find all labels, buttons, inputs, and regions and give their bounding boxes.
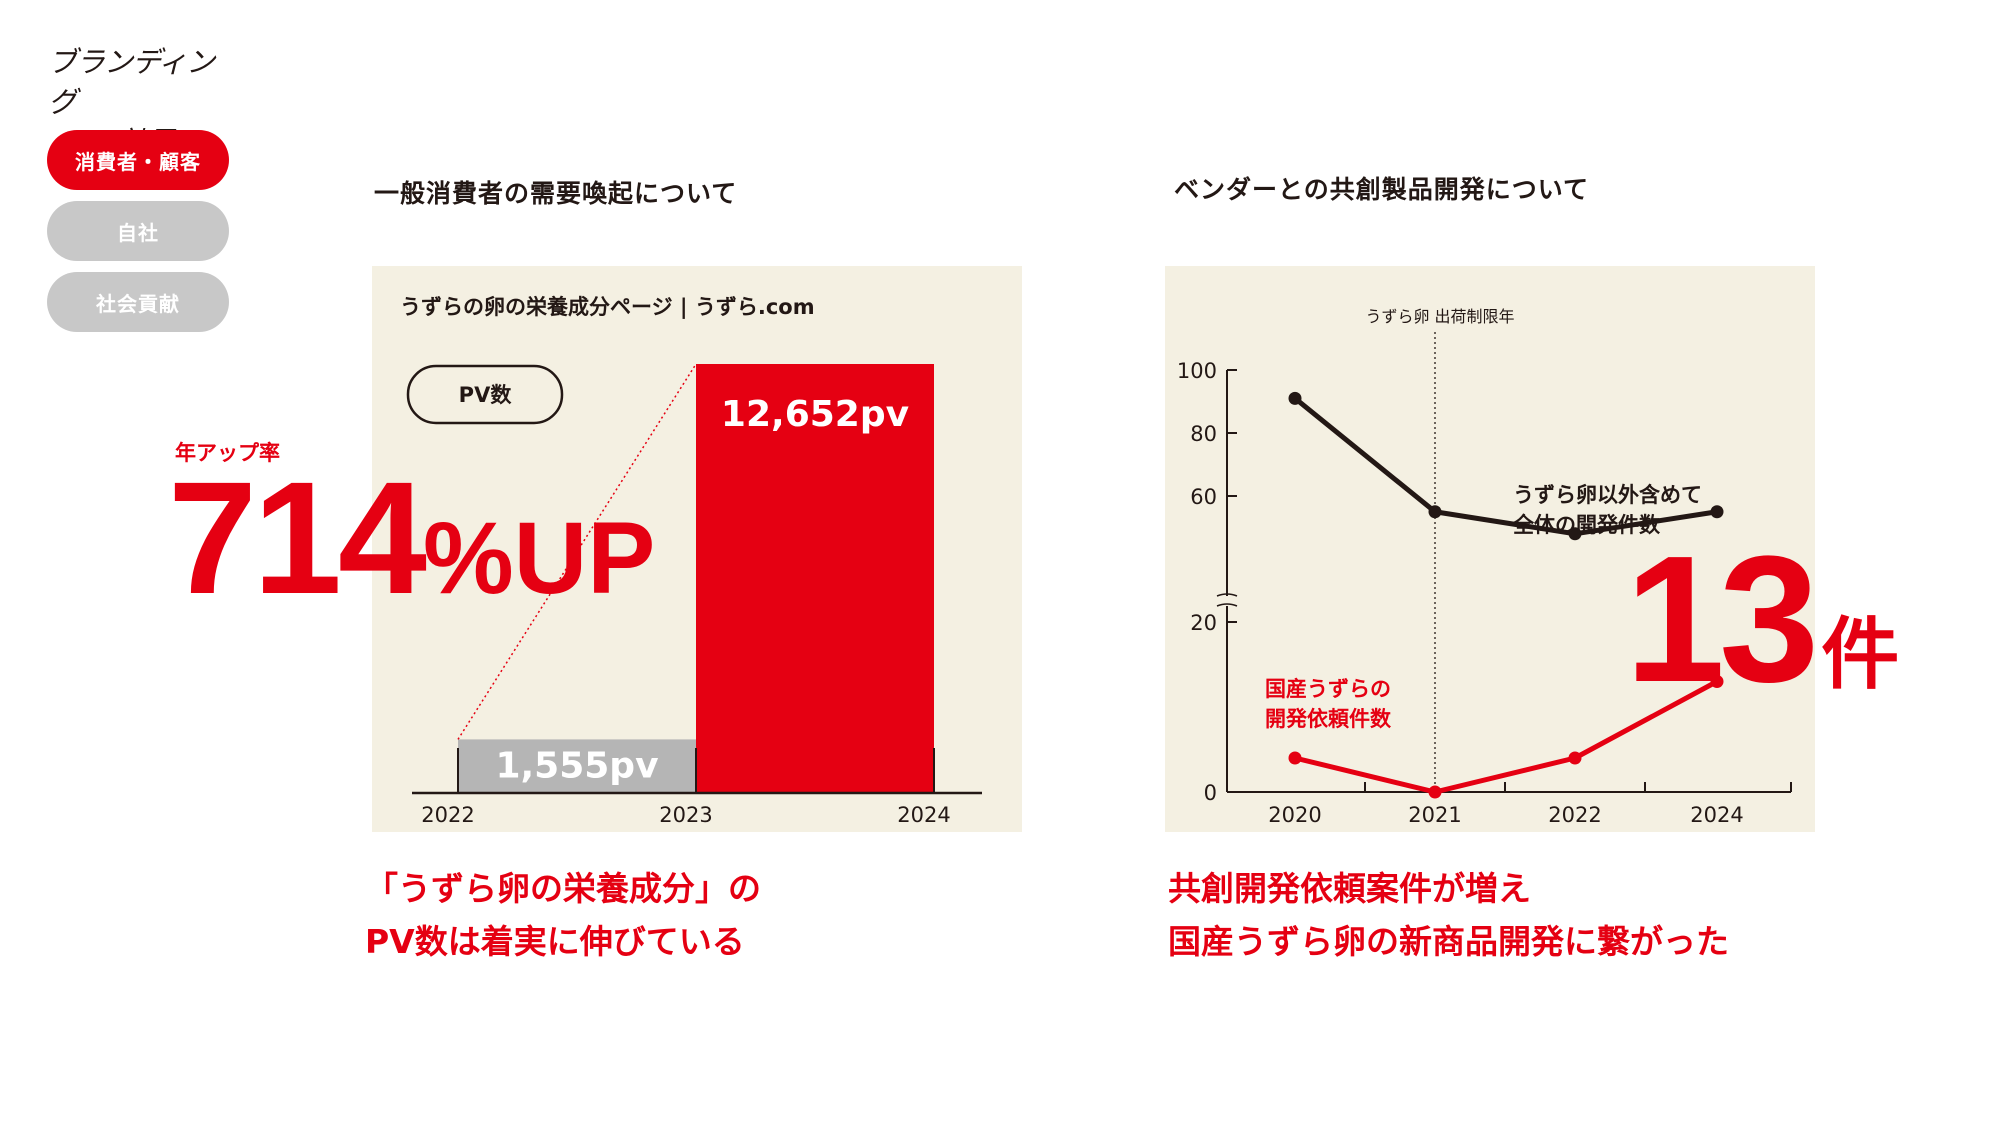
left-caption: 「うずら卵の栄養成分」の PV数は着実に伸びている bbox=[365, 862, 761, 968]
line-chart-panel: 100 80 60 20 0 2020 2021 2022 2024 うずら卵 出荷制限年うずら卵… bbox=[1165, 266, 1815, 832]
axis-break-mark bbox=[1216, 593, 1238, 607]
line-chart: 100 80 60 20 0 2020 2021 2022 2024 うずら卵 出荷制限年うずら卵… bbox=[1177, 307, 1792, 827]
line-x-tick-label: 2024 bbox=[1690, 803, 1743, 827]
count-value: 13 bbox=[1625, 519, 1819, 720]
series-label-1-line-2: 全体の開発件数 bbox=[1512, 513, 1661, 537]
right-section-title: ベンダーとの共創製品開発について bbox=[1174, 175, 1590, 204]
pv-badge-label: PV数 bbox=[459, 383, 513, 407]
series-point-2 bbox=[1568, 751, 1582, 765]
series-line-1 bbox=[1293, 396, 1718, 537]
series-point-1 bbox=[1428, 505, 1442, 519]
bar-chart-panel: うずらの卵の栄養成分ページ | うずら.com PV数 1,555pv 12,65… bbox=[372, 266, 1022, 832]
logo-line-1: ブランディング bbox=[48, 45, 215, 119]
rate-highlight: 714%UP bbox=[168, 458, 655, 638]
series-point-1 bbox=[1288, 391, 1302, 405]
series-label-2-line-2: 開発依頼件数 bbox=[1265, 707, 1392, 731]
count-suffix: 件 bbox=[1821, 610, 1900, 698]
side-nav: 消費者・顧客 自社 社会貢献 bbox=[47, 130, 229, 343]
bar-value-label: 12,652pv bbox=[721, 394, 909, 435]
left-section-title: 一般消費者の需要喚起について bbox=[374, 179, 738, 208]
series-line-2 bbox=[1294, 679, 1719, 795]
line-y-tick-label: 20 bbox=[1190, 611, 1217, 635]
right-caption-line-2: 国産うずら卵の新商品開発に繋がった bbox=[1168, 922, 1729, 961]
bar-x-tick-label: 2023 bbox=[659, 803, 712, 827]
series-point-2 bbox=[1428, 785, 1442, 799]
series-point-1 bbox=[1710, 505, 1724, 519]
left-caption-line-2: PV数は着実に伸びている bbox=[365, 922, 745, 961]
nav-item-company[interactable]: 自社 bbox=[47, 201, 229, 261]
right-caption-line-1: 共創開発依頼案件が増え bbox=[1168, 869, 1531, 908]
line-x-tick-label: 2020 bbox=[1268, 803, 1321, 827]
bar-chart: うずらの卵の栄養成分ページ | うずら.com PV数 1,555pv 12,65… bbox=[400, 295, 982, 827]
nav-item-consumers[interactable]: 消費者・顧客 bbox=[47, 130, 229, 190]
line-y-tick-label: 100 bbox=[1177, 359, 1217, 383]
rate-suffix: %UP bbox=[422, 501, 656, 615]
bar-2022 bbox=[458, 739, 696, 792]
series-point-2 bbox=[1710, 675, 1724, 688]
restriction-year-label: うずら卵 出荷制限年 bbox=[1365, 307, 1514, 326]
count-highlight: 13 件 bbox=[1625, 530, 1899, 744]
right-caption: 共創開発依頼案件が増え 国産うずら卵の新商品開発に繋がった bbox=[1168, 862, 1729, 968]
bar-x-tick-label: 2024 bbox=[897, 803, 950, 827]
bar-2023 bbox=[696, 364, 934, 792]
left-caption-line-1: 「うずら卵の栄養成分」の bbox=[365, 869, 761, 908]
bar-chart-title: うずらの卵の栄養成分ページ | うずら.com bbox=[400, 295, 815, 320]
line-x-tick-label: 2022 bbox=[1548, 803, 1601, 827]
series-point-1 bbox=[1568, 527, 1582, 541]
nav-item-social[interactable]: 社会貢献 bbox=[47, 272, 229, 332]
series-point-2 bbox=[1288, 751, 1302, 765]
line-y-tick-label: 80 bbox=[1190, 422, 1217, 446]
rate-label: 年アップ率 bbox=[175, 441, 280, 465]
line-y-tick-label: 60 bbox=[1190, 485, 1217, 509]
line-y-tick-label: 0 bbox=[1204, 781, 1217, 805]
rate-value: 714 bbox=[168, 448, 427, 627]
series-label-1-line-1: うずら卵以外含めて bbox=[1513, 483, 1702, 507]
series-label-2-line-1: 国産うずらの bbox=[1265, 677, 1391, 701]
growth-dotted-line bbox=[457, 363, 697, 740]
bar-value-label: 1,555pv bbox=[495, 746, 658, 787]
bar-x-tick-label: 2022 bbox=[421, 803, 474, 827]
pv-badge bbox=[406, 364, 564, 425]
line-x-tick-label: 2021 bbox=[1408, 803, 1461, 827]
